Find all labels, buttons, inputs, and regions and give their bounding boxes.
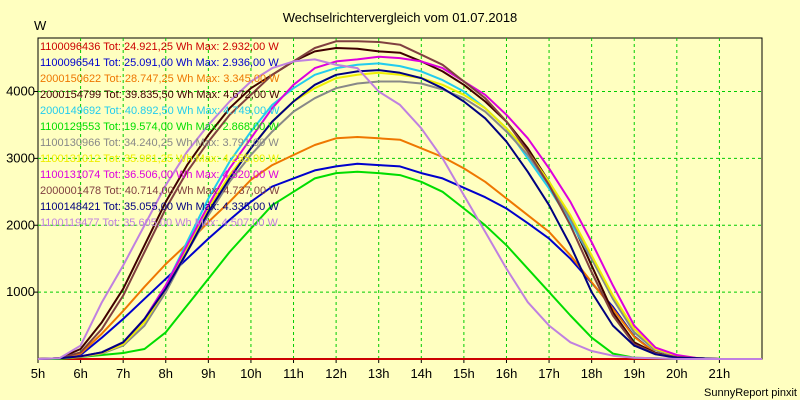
x-tick-label: 7h (116, 366, 130, 381)
x-tick-label: 5h (31, 366, 45, 381)
legend-entry-1100096541: 1100096541 Tot: 25.091,00 Wh Max: 2.936,… (40, 57, 279, 69)
series-line-1100130966 (37, 80, 762, 360)
x-tick-label: 13h (368, 366, 390, 381)
x-tick-label: 19h (623, 366, 645, 381)
x-tick-label: 8h (159, 366, 173, 381)
x-tick-label: 16h (496, 366, 518, 381)
x-tick-label: 12h (325, 366, 347, 381)
x-tick-label: 21h (709, 366, 731, 381)
y-tick-label: 1000 (6, 284, 35, 299)
y-tick-label: 3000 (6, 150, 35, 165)
x-tick-label: 9h (201, 366, 215, 381)
x-tick-label: 10h (240, 366, 262, 381)
y-tick-label: 4000 (6, 84, 35, 99)
y-axis-label: W (34, 18, 47, 33)
x-tick-label: 17h (538, 366, 560, 381)
x-axis: 5h 6h 7h 8h 9h 10h 11h 12h 13h 14h 15h 16h 17h 18h 19h… (31, 359, 730, 381)
x-tick-label: 18h (581, 366, 603, 381)
y-axis: 1000 2000 3000 4000 (6, 84, 38, 299)
legend-entry-2000154799: 2000154799 Tot: 39.835,50 Wh Max: 4.672,… (40, 89, 280, 101)
series-line-2000150622 (37, 136, 762, 360)
chart-title: Wechselrichtervergleich vom 01.07.2018 (283, 10, 518, 25)
footer-credit: SunnyReport pinxit (704, 387, 797, 399)
series-line-2000154799 (37, 47, 762, 360)
legend-entry-1100148421: 1100148421 Tot: 35.055,00 Wh Max: 4.335,… (40, 201, 279, 213)
series-line-1100148421 (37, 69, 762, 360)
series-line-1100131074 (37, 55, 762, 360)
series-line-2000001478 (37, 40, 762, 360)
legend-entry-1100096436: 1100096436 Tot: 24.921,25 Wh Max: 2.932,… (40, 41, 279, 53)
legend-entry-2000149692: 2000149692 Tot: 40.892,50 Wh Max: 4.749,… (40, 105, 280, 117)
legend-entry-1100131012: 1100131012 Tot: 35.981,25 Wh Max: 4.255,… (40, 153, 279, 165)
legend-entry-1100129553: 1100129553 Tot: 19.574,00 Wh Max: 2.868,… (40, 121, 279, 133)
x-tick-label: 20h (666, 366, 688, 381)
x-tick-label: 14h (410, 366, 432, 381)
legend: 1100096436 Tot: 24.921,25 Wh Max: 2.932,… (40, 41, 280, 229)
legend-entry-1100131074: 1100131074 Tot: 36.506,00 Wh Max: 4.520,… (40, 169, 279, 181)
series-line-1100119477 (37, 58, 762, 360)
legend-entry-2000001478: 2000001478 Tot: 40.714,00 Wh Max: 4.737,… (40, 185, 280, 197)
legend-entry-1100130966: 1100130966 Tot: 34.240,25 Wh Max: 3.791,… (40, 137, 279, 149)
legend-entry-1100119477: 1100119477 Tot: 35.605,00 Wh Max: 4.507,… (40, 217, 279, 229)
x-tick-label: 15h (453, 366, 475, 381)
y-tick-label: 2000 (6, 217, 35, 232)
legend-entry-2000150622: 2000150622 Tot: 28.747,25 Wh Max: 3.345,… (40, 73, 280, 85)
series-group (37, 40, 762, 360)
x-tick-label: 11h (283, 366, 304, 381)
x-tick-label: 6h (73, 366, 87, 381)
plot-area (37, 37, 763, 360)
